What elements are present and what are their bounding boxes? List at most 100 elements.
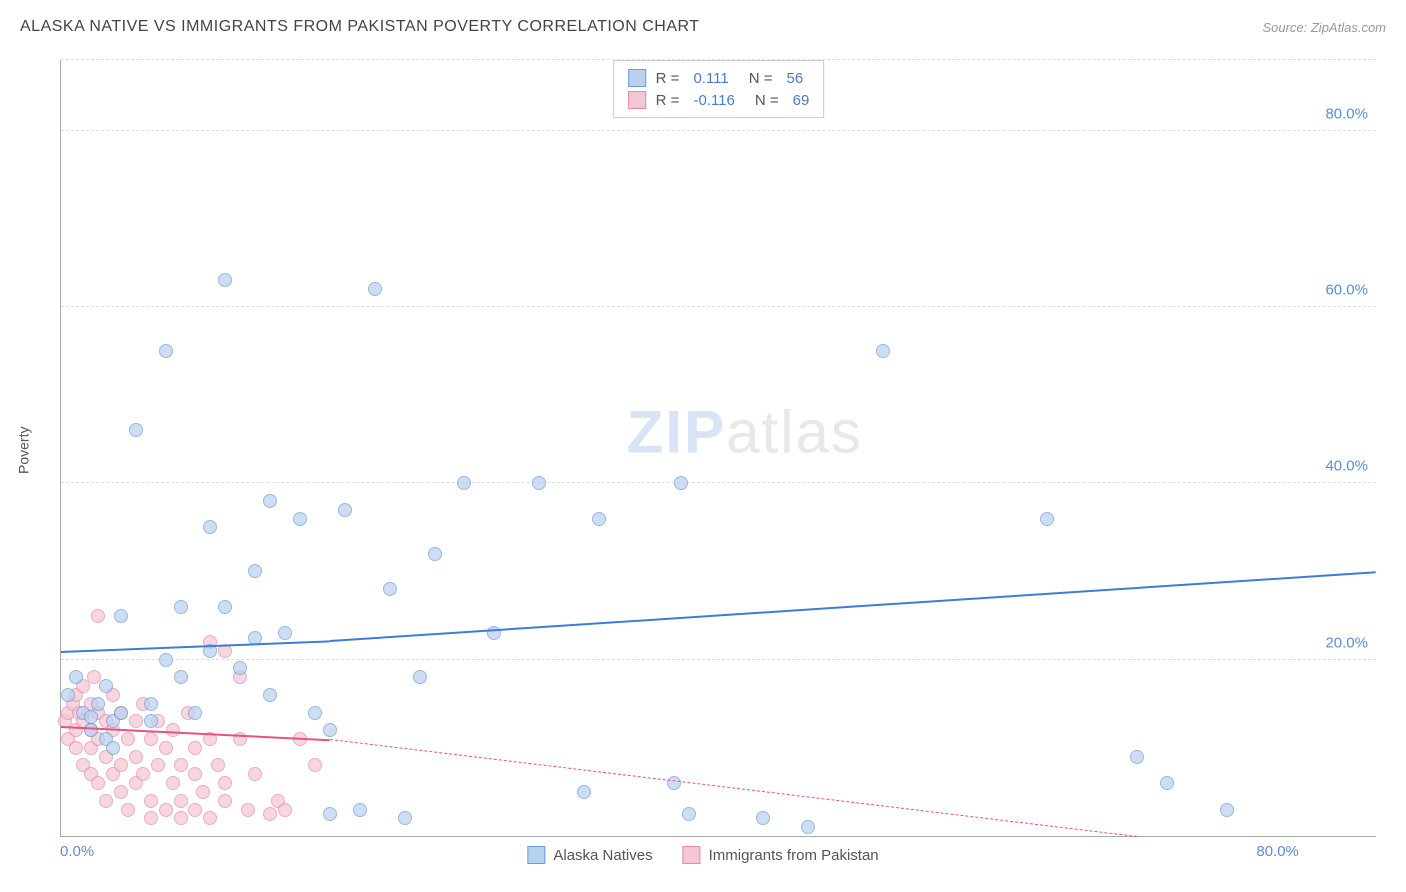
scatter-point bbox=[174, 670, 188, 684]
scatter-point bbox=[241, 803, 255, 817]
scatter-point bbox=[144, 732, 158, 746]
scatter-point bbox=[218, 273, 232, 287]
scatter-point bbox=[368, 282, 382, 296]
scatter-point bbox=[248, 767, 262, 781]
scatter-point bbox=[263, 688, 277, 702]
scatter-point bbox=[323, 723, 337, 737]
scatter-point bbox=[136, 767, 150, 781]
r-label-1: R = bbox=[656, 70, 680, 87]
scatter-point bbox=[218, 600, 232, 614]
scatter-point bbox=[1160, 776, 1174, 790]
scatter-point bbox=[667, 776, 681, 790]
scatter-point bbox=[1130, 750, 1144, 764]
scatter-point bbox=[106, 741, 120, 755]
scatter-point bbox=[263, 807, 277, 821]
correlation-legend: R = 0.111 N = 56 R = -0.116 N = 69 bbox=[613, 60, 825, 118]
r-value-1: 0.111 bbox=[693, 70, 728, 87]
scatter-point bbox=[233, 661, 247, 675]
source-attribution: Source: ZipAtlas.com bbox=[1262, 20, 1386, 35]
bottom-legend-item-1: Alaska Natives bbox=[527, 846, 652, 864]
scatter-point bbox=[99, 794, 113, 808]
scatter-point bbox=[338, 503, 352, 517]
scatter-point bbox=[577, 785, 591, 799]
scatter-point bbox=[413, 670, 427, 684]
scatter-point bbox=[144, 714, 158, 728]
y-tick-label: 20.0% bbox=[1325, 634, 1368, 651]
y-tick-label: 60.0% bbox=[1325, 281, 1368, 298]
scatter-point bbox=[592, 512, 606, 526]
scatter-point bbox=[159, 803, 173, 817]
scatter-point bbox=[674, 476, 688, 490]
scatter-point bbox=[188, 803, 202, 817]
scatter-point bbox=[398, 811, 412, 825]
scatter-point bbox=[144, 697, 158, 711]
scatter-point bbox=[211, 758, 225, 772]
y-tick-label: 80.0% bbox=[1325, 105, 1368, 122]
scatter-point bbox=[121, 803, 135, 817]
scatter-point bbox=[323, 807, 337, 821]
scatter-point bbox=[166, 776, 180, 790]
scatter-point bbox=[756, 811, 770, 825]
scatter-point bbox=[91, 776, 105, 790]
x-tick-label: 80.0% bbox=[1256, 843, 1299, 860]
gridline bbox=[61, 130, 1376, 131]
bottom-swatch-2 bbox=[683, 846, 701, 864]
n-value-1: 56 bbox=[787, 70, 804, 87]
scatter-point bbox=[159, 741, 173, 755]
scatter-point bbox=[121, 732, 135, 746]
scatter-point bbox=[129, 423, 143, 437]
chart-container: Poverty ZIPatlas R = 0.111 N = 56 R = -0… bbox=[10, 50, 1396, 882]
scatter-point bbox=[682, 807, 696, 821]
x-tick-label: 0.0% bbox=[60, 843, 94, 860]
scatter-point bbox=[174, 600, 188, 614]
scatter-point bbox=[61, 688, 75, 702]
scatter-point bbox=[353, 803, 367, 817]
scatter-point bbox=[203, 811, 217, 825]
scatter-point bbox=[84, 710, 98, 724]
scatter-point bbox=[308, 706, 322, 720]
scatter-point bbox=[159, 344, 173, 358]
watermark-part2: atlas bbox=[726, 399, 863, 466]
scatter-point bbox=[114, 609, 128, 623]
swatch-series1 bbox=[628, 69, 646, 87]
y-tick-label: 40.0% bbox=[1325, 458, 1368, 475]
legend-row-series2: R = -0.116 N = 69 bbox=[628, 89, 810, 111]
scatter-point bbox=[383, 582, 397, 596]
scatter-point bbox=[114, 758, 128, 772]
scatter-point bbox=[1040, 512, 1054, 526]
scatter-point bbox=[218, 794, 232, 808]
scatter-point bbox=[263, 494, 277, 508]
scatter-point bbox=[114, 706, 128, 720]
trend-line bbox=[61, 640, 330, 653]
y-axis-label: Poverty bbox=[16, 427, 32, 474]
scatter-point bbox=[174, 794, 188, 808]
scatter-point bbox=[144, 794, 158, 808]
gridline bbox=[61, 482, 1376, 483]
scatter-point bbox=[196, 785, 210, 799]
scatter-point bbox=[876, 344, 890, 358]
watermark: ZIPatlas bbox=[627, 398, 863, 467]
scatter-point bbox=[203, 520, 217, 534]
scatter-point bbox=[144, 811, 158, 825]
bottom-label-1: Alaska Natives bbox=[553, 847, 652, 864]
gridline bbox=[61, 306, 1376, 307]
bottom-swatch-1 bbox=[527, 846, 545, 864]
scatter-point bbox=[159, 653, 173, 667]
n-label-1: N = bbox=[749, 70, 773, 87]
scatter-point bbox=[91, 609, 105, 623]
scatter-point bbox=[293, 512, 307, 526]
chart-title: ALASKA NATIVE VS IMMIGRANTS FROM PAKISTA… bbox=[20, 18, 700, 36]
scatter-point bbox=[166, 723, 180, 737]
scatter-point bbox=[457, 476, 471, 490]
scatter-point bbox=[91, 697, 105, 711]
scatter-point bbox=[308, 758, 322, 772]
scatter-point bbox=[218, 776, 232, 790]
gridline bbox=[61, 659, 1376, 660]
scatter-point bbox=[278, 626, 292, 640]
scatter-point bbox=[188, 706, 202, 720]
scatter-point bbox=[174, 758, 188, 772]
trend-line bbox=[330, 571, 1376, 642]
scatter-point bbox=[129, 750, 143, 764]
scatter-point bbox=[84, 723, 98, 737]
scatter-point bbox=[188, 741, 202, 755]
